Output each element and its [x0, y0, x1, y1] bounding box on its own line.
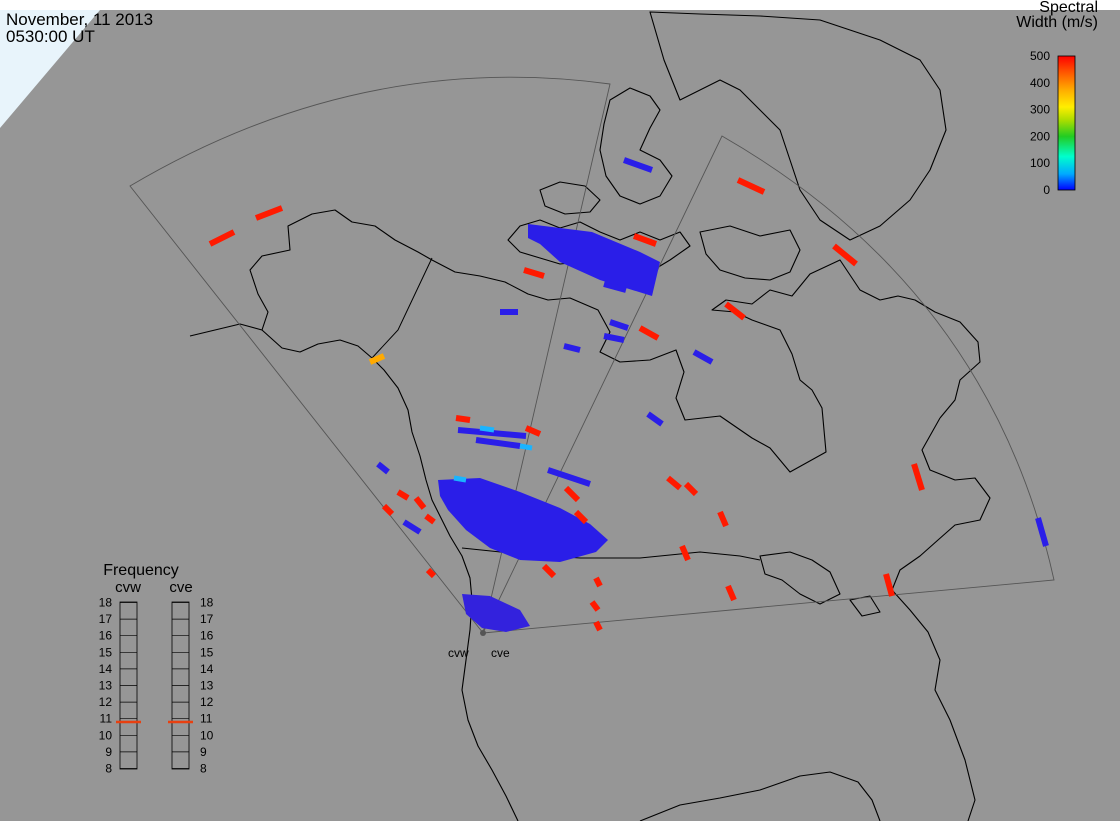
- frequency-tick-label-right: 10: [200, 728, 214, 742]
- echo-blue-segments: [376, 157, 1049, 547]
- frequency-radar-label-cvw: cvw: [115, 579, 141, 596]
- fov-cvw: [129, 76, 611, 634]
- radar-sites: cvw cve: [448, 630, 510, 660]
- radar-fields-of-view: [129, 76, 1055, 634]
- colorbar-title-line2: Width (m/s): [1016, 14, 1098, 31]
- colorbar-tick-label: 300: [1030, 103, 1050, 117]
- coastlines: [189, 11, 991, 821]
- colorbar-tick-label: 100: [1030, 156, 1050, 170]
- coastline-pacific: [261, 329, 519, 821]
- echo-orange-segments: [368, 353, 386, 365]
- radar-echoes: [208, 157, 1049, 632]
- frequency-tick-label-left: 17: [99, 612, 113, 626]
- coastline-arctic-islands-3: [599, 87, 673, 205]
- frequency-tick-label-right: 17: [200, 612, 214, 626]
- echo-cluster-near-radar: [462, 594, 530, 632]
- colorbar: Spectral Width (m/s) 500 400 300 200 100 0: [1016, 0, 1098, 197]
- colorbar-tick-label: 0: [1043, 183, 1050, 197]
- frequency-tick-label-right: 14: [200, 662, 214, 676]
- frequency-title: Frequency: [103, 562, 179, 579]
- frequency-tick-label-left: 10: [99, 728, 113, 742]
- colorbar-tick-label: 400: [1030, 76, 1050, 90]
- coastline-arctic-islands-1: [507, 219, 691, 273]
- colorbar-gradient: [1057, 55, 1076, 191]
- echo-cyan-segments: [453, 425, 533, 483]
- frequency-tick-label-right: 16: [200, 629, 214, 643]
- coastline-gulf: [639, 771, 881, 821]
- frequency-tick-label-right: 9: [200, 745, 207, 759]
- echo-cluster-arctic: [528, 224, 660, 296]
- coastline-atlantic: [891, 417, 991, 821]
- echo-red-segments: [208, 177, 925, 632]
- coastline-mainland-north: [189, 209, 981, 473]
- frequency-tick-label-left: 14: [99, 662, 113, 676]
- colorbar-ticks: 500 400 300 200 100 0: [1030, 49, 1050, 197]
- frequency-tick-label-right: 12: [200, 695, 214, 709]
- header-time: 0530:00 UT: [6, 27, 95, 46]
- map-background: [0, 10, 1120, 821]
- frequency-tick-label-left: 11: [100, 712, 113, 726]
- polar-ice-corner: [0, 10, 100, 128]
- coastline-arctic-islands-4: [699, 225, 801, 281]
- coastline-arctic-islands-2: [539, 181, 601, 215]
- border-alaska-canada: [371, 257, 433, 359]
- frequency-tick-label-left: 18: [99, 596, 113, 610]
- radar-site-marker: [480, 630, 486, 636]
- frequency-panel: Frequency cvw cve 18 18 17 17 16 16 15 15 14 14 13…: [99, 562, 214, 776]
- frequency-tick-label-right: 11: [200, 712, 213, 726]
- coastline-greenland: [649, 11, 947, 241]
- colorbar-tick-label: 500: [1030, 49, 1050, 63]
- frequency-tick-label-right: 8: [200, 762, 207, 776]
- radar-site-label-cvw: cvw: [448, 646, 469, 660]
- colorbar-tick-label: 200: [1030, 129, 1050, 143]
- frequency-tick-label-left: 15: [99, 645, 113, 659]
- frequency-tick-label-left: 12: [99, 695, 113, 709]
- echo-cluster-prairies: [438, 478, 608, 562]
- frequency-tick-label-right: 13: [200, 679, 214, 693]
- fov-cve: [482, 135, 1055, 634]
- frequency-tick-label-left: 16: [99, 629, 113, 643]
- radar-site-label-cve: cve: [491, 646, 510, 660]
- frequency-tick-label-right: 15: [200, 645, 214, 659]
- frequency-tick-label-right: 18: [200, 596, 214, 610]
- colorbar-title-line1: Spectral: [1039, 0, 1098, 16]
- header-date: November, 11 2013: [6, 10, 154, 29]
- frequency-ticks: 18 18 17 17 16 16 15 15 14 14 13 13 12 12 11 11 10 10 9 9 8 8: [99, 596, 214, 776]
- frequency-tick-label-left: 8: [105, 762, 112, 776]
- frequency-tick-label-left: 13: [99, 679, 113, 693]
- frequency-tick-label-left: 9: [105, 745, 112, 759]
- frequency-radar-label-cve: cve: [169, 579, 192, 596]
